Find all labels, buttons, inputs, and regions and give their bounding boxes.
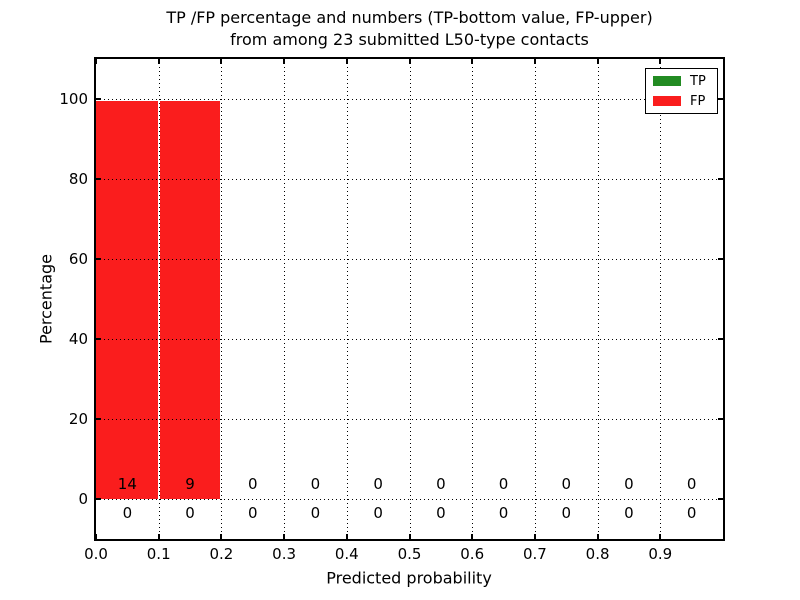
tp-count-label: 0	[310, 504, 321, 522]
fp-color-swatch	[653, 96, 681, 106]
chart-title-line1: TP /FP percentage and numbers (TP-bottom…	[166, 8, 653, 27]
horizontal-gridline	[96, 99, 723, 100]
y-tick-label: 20	[68, 410, 88, 428]
vertical-gridline	[346, 59, 348, 539]
y-tick-label: 60	[68, 250, 88, 268]
x-tick-label: 0.7	[522, 545, 547, 563]
legend-label-fp: FP	[690, 93, 706, 109]
vertical-gridline	[221, 59, 223, 539]
x-tick-mark	[471, 534, 474, 539]
vertical-gridline	[158, 59, 160, 539]
plot-area	[94, 57, 725, 541]
tp-count-label: 0	[122, 504, 133, 522]
y-tick-label: 40	[68, 330, 88, 348]
x-tick-mark	[220, 534, 223, 539]
x-tick-label: 0.6	[460, 545, 485, 563]
vertical-gridline	[409, 59, 411, 539]
vertical-gridline	[284, 59, 286, 539]
horizontal-gridline	[96, 259, 723, 260]
x-tick-label: 0.1	[146, 545, 171, 563]
fp-bar	[96, 101, 158, 499]
horizontal-gridline	[96, 339, 723, 340]
chart-title-line2: from among 23 submitted L50-type contact…	[230, 30, 589, 49]
vertical-gridline	[534, 59, 536, 539]
x-tick-mark-top	[471, 59, 474, 64]
tp-color-swatch	[653, 76, 681, 86]
y-tick-label: 100	[59, 90, 88, 108]
tp-count-label: 0	[561, 504, 572, 522]
fp-count-label: 0	[310, 475, 321, 493]
horizontal-gridline	[96, 179, 723, 180]
x-tick-label: 0.3	[272, 545, 297, 563]
tp-count-label: 0	[373, 504, 383, 522]
x-tick-mark	[345, 534, 348, 539]
chart-title: TP /FP percentage and numbers (TP-bottom…	[94, 7, 725, 51]
x-axis-label: Predicted probability	[326, 568, 492, 588]
y-tick-mark	[96, 178, 101, 180]
legend-entry-fp: FP	[653, 95, 710, 108]
vertical-gridline	[597, 59, 599, 539]
x-tick-mark-top	[659, 59, 662, 64]
y-tick-mark	[96, 338, 101, 340]
x-tick-mark-top	[533, 59, 536, 64]
fp-count-label: 14	[117, 475, 137, 493]
y-tick-mark-right	[718, 338, 723, 340]
tp-count-label: 0	[686, 504, 697, 522]
fp-bar	[159, 101, 221, 499]
fp-count-label: 0	[561, 475, 572, 493]
x-tick-mark	[157, 534, 160, 539]
fp-count-label: 0	[436, 475, 446, 493]
x-tick-mark-top	[220, 59, 223, 64]
vertical-gridline	[660, 59, 662, 539]
x-tick-mark-top	[408, 59, 411, 64]
x-tick-mark-top	[157, 59, 160, 64]
y-tick-mark-right	[718, 98, 723, 100]
x-tick-mark-top	[596, 59, 599, 64]
fp-count-label: 0	[686, 475, 697, 493]
fp-count-label: 9	[185, 475, 195, 493]
tp-count-label: 0	[498, 504, 509, 522]
vertical-gridline	[472, 59, 474, 539]
x-tick-mark-top	[345, 59, 348, 64]
x-tick-mark	[659, 534, 662, 539]
x-tick-mark	[596, 534, 599, 539]
y-tick-mark	[96, 418, 101, 420]
x-tick-label: 0.5	[397, 545, 422, 563]
tp-count-label: 0	[436, 504, 446, 522]
legend-entry-tp: TP	[653, 75, 710, 88]
x-tick-label: 0.2	[209, 545, 234, 563]
fp-count-label: 0	[624, 475, 634, 493]
y-tick-mark-right	[718, 418, 723, 420]
x-tick-label: 0.0	[84, 545, 108, 563]
fp-count-label: 0	[247, 475, 258, 493]
legend-label-tp: TP	[690, 73, 706, 89]
y-tick-label: 0	[78, 490, 88, 508]
y-tick-label: 80	[68, 170, 88, 188]
y-tick-mark-right	[718, 498, 723, 500]
x-tick-mark	[533, 534, 536, 539]
x-tick-mark-top	[283, 59, 286, 64]
y-tick-mark-right	[718, 178, 723, 180]
fp-count-label: 0	[498, 475, 509, 493]
x-tick-mark	[408, 534, 411, 539]
tp-count-label: 0	[624, 504, 634, 522]
tp-count-label: 0	[185, 504, 195, 522]
x-tick-label: 0.9	[648, 545, 673, 563]
x-tick-label: 0.8	[585, 545, 610, 563]
y-tick-mark	[96, 498, 101, 500]
y-tick-mark	[96, 258, 101, 260]
horizontal-gridline	[96, 419, 723, 420]
x-tick-mark-top	[95, 59, 97, 64]
legend: TP FP	[645, 68, 718, 114]
x-tick-mark	[283, 534, 286, 539]
fp-count-label: 0	[373, 475, 383, 493]
horizontal-gridline	[96, 499, 723, 500]
tp-count-label: 0	[247, 504, 258, 522]
x-tick-label: 0.4	[334, 545, 359, 563]
y-tick-mark-right	[718, 258, 723, 260]
y-tick-mark	[96, 98, 101, 100]
x-tick-mark	[95, 534, 97, 539]
